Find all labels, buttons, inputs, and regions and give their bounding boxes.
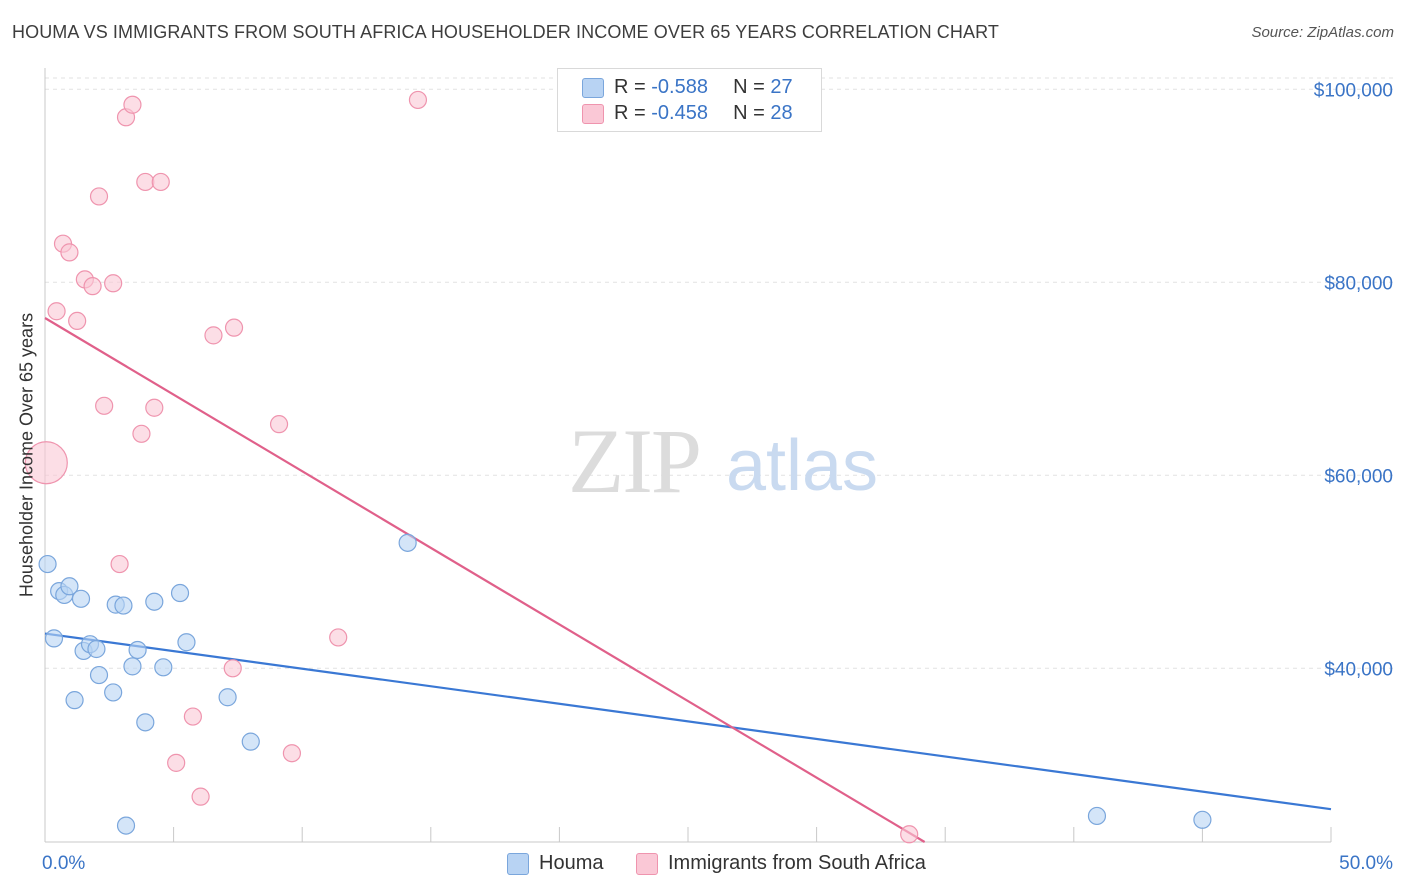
y-tick-label: $60,000	[1324, 466, 1393, 487]
south-africa-point	[183, 707, 202, 726]
south-africa-point	[123, 95, 142, 114]
trend-lines	[44, 317, 1332, 843]
legend-r-label: R =	[614, 102, 652, 124]
houma-trend-line	[44, 632, 1332, 811]
y-tick-label: $100,000	[1314, 80, 1393, 101]
houma-point	[116, 816, 136, 835]
houma-point	[114, 596, 133, 615]
south-africa-swatch	[582, 104, 604, 124]
watermark-zip: ZIP	[568, 410, 700, 512]
legend-n-value: 27	[770, 76, 793, 98]
houma-point	[1087, 806, 1107, 826]
south-africa-point	[132, 424, 151, 443]
south-africa-point	[223, 659, 242, 678]
data-points	[24, 90, 1212, 844]
houma-point	[154, 658, 173, 677]
south-africa-point	[24, 441, 68, 485]
south-africa-point	[204, 326, 223, 345]
x-tick-label-min: 0.0%	[42, 853, 85, 874]
watermark: ZIP atlas	[568, 410, 878, 512]
south-africa-point	[408, 90, 428, 110]
legend-r-label: R =	[614, 76, 652, 98]
houma-legend-swatch	[507, 853, 529, 875]
south-africa-point	[104, 274, 123, 293]
houma-point	[128, 640, 147, 660]
south-africa-point	[136, 172, 155, 192]
houma-point	[218, 688, 237, 707]
tick-labels: $40,000 $60,000 $80,000 $100,000 0.0% 50.0%	[42, 80, 1393, 874]
chart-title: HOUMA VS IMMIGRANTS FROM SOUTH AFRICA HO…	[12, 22, 999, 42]
houma-point	[145, 592, 164, 611]
legend-r-value: -0.588	[651, 76, 708, 98]
legend-r-value: -0.458	[651, 102, 708, 124]
south-africa-point	[145, 398, 164, 417]
legend-n-value: 28	[770, 102, 793, 124]
houma-point	[89, 665, 109, 685]
legend-n-label: N =	[733, 76, 771, 98]
houma-point	[38, 554, 57, 574]
source-label: Source: ZipAtlas.com	[1251, 24, 1394, 41]
south-africa-point	[224, 318, 244, 337]
houma-legend-label: Houma	[539, 852, 604, 874]
houma-point	[71, 589, 91, 608]
houma-point	[170, 583, 190, 603]
houma-point	[104, 683, 123, 702]
houma-point	[60, 577, 79, 596]
south-africa-legend-label: Immigrants from South Africa	[668, 852, 926, 874]
y-tick-label: $40,000	[1324, 659, 1393, 680]
houma-swatch	[582, 78, 604, 98]
houma-point	[1193, 810, 1212, 829]
houma-point	[136, 713, 155, 732]
y-tick-label: $80,000	[1324, 273, 1393, 294]
south-africa-point	[167, 753, 186, 772]
south-africa-point	[60, 243, 79, 262]
correlation-legend: R = -0.588 N = 27 R = -0.458 N = 28	[557, 68, 822, 132]
houma-point	[65, 691, 84, 710]
south-africa-point	[68, 311, 87, 330]
x-tick-label-max: 50.0%	[1339, 853, 1393, 874]
houma-point	[241, 732, 260, 751]
south-africa-point	[47, 302, 66, 321]
watermark-atlas: atlas	[726, 426, 878, 506]
south-africa-point	[900, 825, 919, 844]
south-africa-point	[269, 415, 289, 434]
legend-n-label: N =	[733, 102, 771, 124]
south-africa-point	[89, 187, 109, 206]
south-africa-point	[151, 172, 170, 192]
south-africa-trend-line	[44, 317, 926, 843]
south-africa-point	[110, 554, 129, 574]
houma-point	[87, 639, 106, 659]
houma-point	[177, 633, 196, 652]
houma-point	[398, 533, 417, 552]
y-axis-label: Householder Income Over 65 years	[16, 312, 37, 598]
south-africa-point	[83, 277, 102, 296]
grid-lines	[45, 77, 1394, 669]
south-africa-point	[282, 744, 302, 763]
houma-point	[44, 629, 64, 648]
houma-point	[123, 657, 142, 676]
south-africa-point	[95, 396, 114, 415]
south-africa-legend-swatch	[636, 853, 658, 875]
south-africa-point	[191, 787, 210, 806]
south-africa-point	[329, 628, 348, 647]
